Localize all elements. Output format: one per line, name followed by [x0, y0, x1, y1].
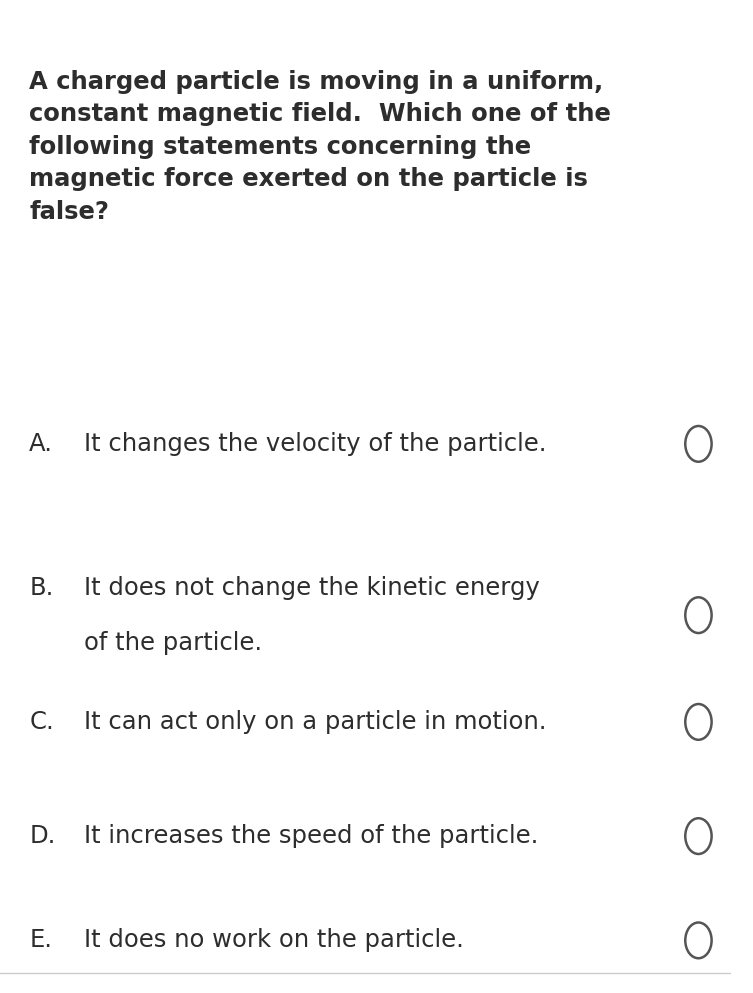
Text: It changes the velocity of the particle.: It changes the velocity of the particle. — [84, 432, 547, 456]
Text: It does no work on the particle.: It does no work on the particle. — [84, 928, 464, 952]
Text: B.: B. — [29, 576, 53, 600]
Text: C.: C. — [29, 710, 54, 734]
Text: of the particle.: of the particle. — [84, 631, 262, 654]
Text: It increases the speed of the particle.: It increases the speed of the particle. — [84, 824, 538, 848]
Text: A charged particle is moving in a uniform,
constant magnetic field.  Which one o: A charged particle is moving in a unifor… — [29, 70, 611, 223]
Text: E.: E. — [29, 928, 52, 952]
Text: It can act only on a particle in motion.: It can act only on a particle in motion. — [84, 710, 547, 734]
Text: It does not change the kinetic energy: It does not change the kinetic energy — [84, 576, 540, 600]
Text: A.: A. — [29, 432, 53, 456]
Text: D.: D. — [29, 824, 56, 848]
